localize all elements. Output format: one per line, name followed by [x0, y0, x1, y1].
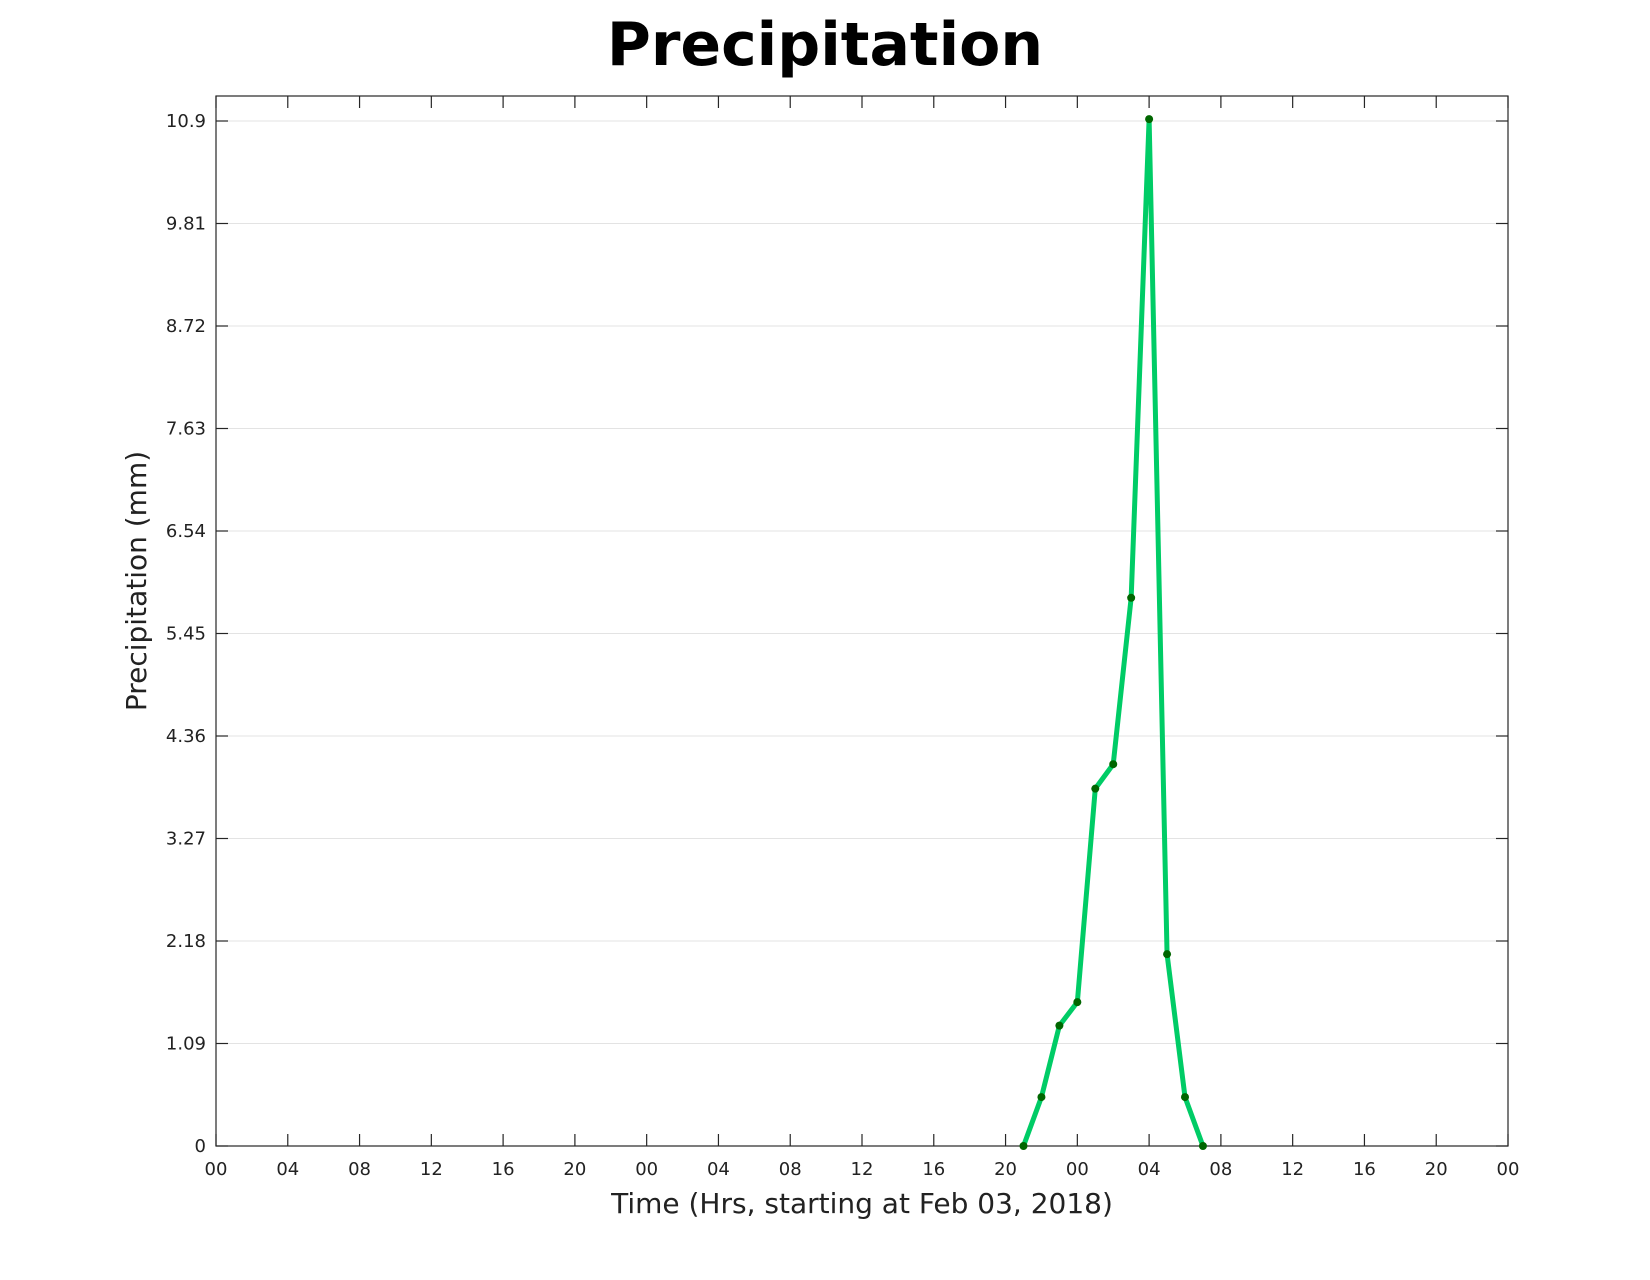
y-tick-label: 5.45 [166, 624, 206, 645]
data-point [1019, 1142, 1028, 1150]
data-point [1091, 784, 1100, 793]
x-tick-label: 20 [563, 1159, 586, 1180]
data-point [1163, 950, 1172, 959]
y-tick-label: 2.18 [166, 931, 206, 952]
x-tick-label: 20 [994, 1159, 1017, 1180]
data-point [1198, 1142, 1207, 1150]
y-tick-label: 8.72 [166, 316, 206, 337]
data-point [1037, 1093, 1046, 1102]
y-tick-label: 0 [195, 1136, 206, 1157]
x-tick-label: 08 [779, 1159, 802, 1180]
y-tick-label: 6.54 [166, 521, 206, 542]
data-point [1073, 998, 1082, 1007]
y-tick-label: 10.9 [166, 111, 206, 132]
y-tick-label: 7.63 [166, 419, 206, 440]
x-tick-label: 08 [348, 1159, 371, 1180]
x-tick-label: 12 [420, 1159, 443, 1180]
x-tick-label: 04 [707, 1159, 730, 1180]
axes-box [215, 95, 1509, 1147]
y-tick-label: 4.36 [166, 726, 206, 747]
x-tick-label: 08 [1209, 1159, 1232, 1180]
x-tick-label: 00 [1066, 1159, 1089, 1180]
data-point [1055, 1021, 1064, 1030]
x-tick-label: 00 [205, 1159, 228, 1180]
x-tick-label: 16 [492, 1159, 515, 1180]
data-point [1109, 760, 1118, 769]
x-axis-label: Time (Hrs, starting at Feb 03, 2018) [610, 1187, 1113, 1220]
x-tick-label: 04 [276, 1159, 299, 1180]
y-tick-label: 1.09 [166, 1034, 206, 1055]
data-point [1127, 593, 1136, 602]
x-tick-label: 16 [922, 1159, 945, 1180]
y-tick-label: 3.27 [166, 829, 206, 850]
y-axis-label: Precipitation (mm) [120, 451, 153, 711]
x-tick-label: 00 [635, 1159, 658, 1180]
y-tick-label: 9.81 [166, 214, 206, 235]
x-tick-label: 16 [1353, 1159, 1376, 1180]
chart-title: Precipitation [606, 10, 1044, 80]
x-tick-label: 12 [1281, 1159, 1304, 1180]
data-point [1145, 115, 1154, 124]
x-tick-label: 20 [1425, 1159, 1448, 1180]
x-tick-label: 04 [1138, 1159, 1161, 1180]
data-point [1181, 1093, 1189, 1102]
x-tick-label: 00 [1497, 1159, 1520, 1180]
x-tick-label: 12 [851, 1159, 874, 1180]
series-line [1021, 116, 1206, 1149]
